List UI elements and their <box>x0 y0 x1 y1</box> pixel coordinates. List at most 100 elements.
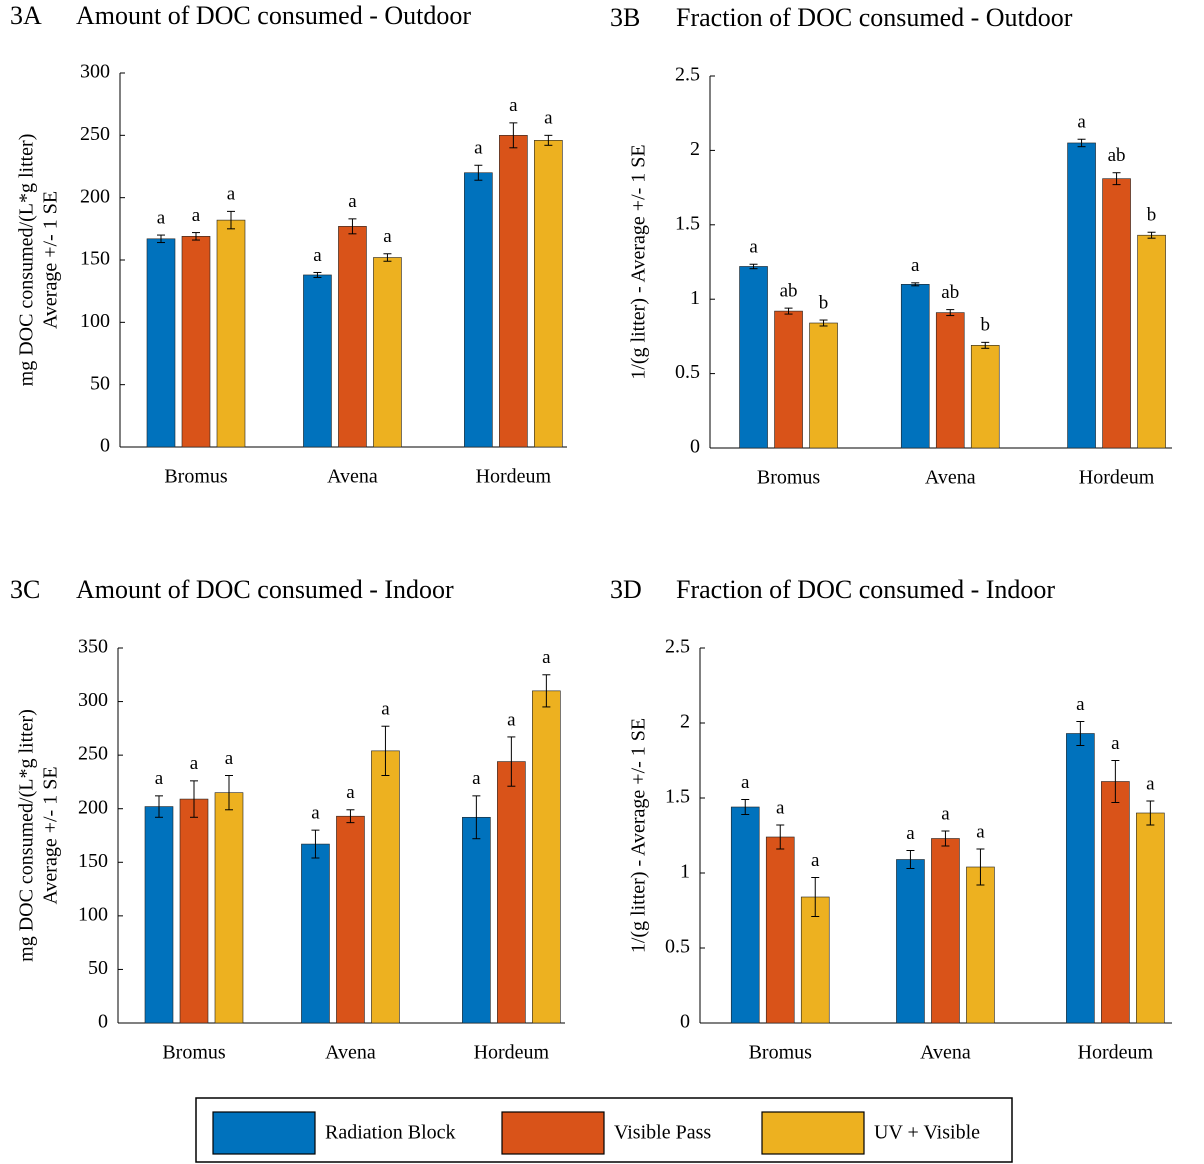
bar <box>373 257 402 448</box>
error-bar <box>1146 800 1155 826</box>
panel-label: 3D <box>610 575 642 604</box>
y-tick-label: 1.5 <box>665 786 690 808</box>
chart-title: Fraction of DOC consumed - Outdoor <box>676 3 1073 32</box>
bar <box>809 322 838 449</box>
error-bar <box>911 282 920 287</box>
error-bar <box>224 775 233 811</box>
bar <box>181 236 211 448</box>
error-bar <box>1076 721 1085 746</box>
y-tick-label: 2 <box>690 138 700 160</box>
error-bar <box>784 307 793 315</box>
bar <box>739 266 768 449</box>
y-tick-label: 200 <box>80 185 110 207</box>
significance-letter: a <box>311 803 320 824</box>
y-tick-label: 300 <box>78 689 108 711</box>
error-bar <box>819 319 828 327</box>
y-axis-label: 1/(g litter) - Average +/- 1 SE <box>628 718 650 953</box>
y-tick-label: 250 <box>80 123 110 145</box>
significance-letter: a <box>542 647 551 668</box>
error-bar <box>346 809 355 824</box>
error-bar <box>941 830 950 847</box>
error-bar <box>507 736 516 787</box>
y-tick-label: 300 <box>80 61 110 83</box>
significance-letter: a <box>346 782 355 803</box>
error-bar <box>749 263 758 270</box>
bar <box>774 310 803 449</box>
legend-label: Visible Pass <box>614 1122 711 1144</box>
x-tick-label: Avena <box>325 1042 376 1064</box>
y-tick-label: 250 <box>78 743 108 765</box>
y-tick-label: 1 <box>680 861 690 883</box>
y-tick-label: 100 <box>78 903 108 925</box>
x-tick-label: Bromus <box>164 466 228 488</box>
significance-letter: a <box>507 709 516 730</box>
significance-letter: a <box>976 821 985 842</box>
y-tick-label: 2.5 <box>675 64 700 86</box>
y-tick-label: 0.5 <box>665 936 690 958</box>
significance-letter: ab <box>941 282 959 303</box>
error-bar <box>1147 231 1156 239</box>
significance-letter: a <box>811 850 820 871</box>
significance-letter: a <box>190 753 199 774</box>
x-tick-label: Avena <box>925 467 976 489</box>
y-axis-label: 1/(g litter) - Average +/- 1 SE <box>628 144 650 379</box>
bar <box>144 806 174 1024</box>
bar <box>532 690 561 1024</box>
significance-letter: a <box>227 184 236 205</box>
chart-title: Amount of DOC consumed - Indoor <box>76 575 454 604</box>
legend-box <box>195 1097 1013 1163</box>
significance-letter: a <box>741 772 750 793</box>
significance-letter: a <box>157 207 166 228</box>
bar <box>730 806 760 1024</box>
bar <box>800 896 830 1024</box>
y-tick-label: 50 <box>90 372 110 394</box>
bar <box>214 792 244 1024</box>
y-tick-label: 2.5 <box>665 636 690 658</box>
error-bar <box>156 234 165 244</box>
bar <box>900 284 930 449</box>
error-bar <box>981 341 990 349</box>
error-bar <box>154 795 163 818</box>
significance-letter: a <box>381 699 390 720</box>
significance-letter: a <box>472 768 481 789</box>
significance-letter: a <box>1076 694 1085 715</box>
bar <box>179 798 209 1024</box>
x-tick-label: Hordeum <box>476 466 552 488</box>
significance-letter: a <box>1077 112 1086 133</box>
y-tick-label: 50 <box>88 957 108 979</box>
x-tick-label: Hordeum <box>1078 1042 1154 1064</box>
error-bar <box>776 824 785 850</box>
y-tick-label: 150 <box>80 248 110 270</box>
y-tick-label: 0.5 <box>675 361 700 383</box>
error-bar <box>946 309 955 317</box>
legend-swatch <box>761 1111 865 1155</box>
significance-letter: a <box>383 226 392 247</box>
error-bar <box>544 134 553 146</box>
error-bar <box>906 850 915 869</box>
y-tick-label: 200 <box>78 796 108 818</box>
panel-label: 3B <box>610 3 640 32</box>
significance-letter: b <box>1147 205 1157 226</box>
y-tick-label: 0 <box>680 1011 690 1033</box>
significance-letter: b <box>819 292 829 313</box>
x-tick-label: Avena <box>327 466 378 488</box>
bar <box>931 838 960 1024</box>
y-tick-label: 1 <box>690 287 700 309</box>
legend-swatch <box>212 1111 316 1155</box>
x-tick-label: Bromus <box>757 467 821 489</box>
significance-letter: b <box>980 315 990 336</box>
x-tick-label: Hordeum <box>474 1042 550 1064</box>
chart-title: Fraction of DOC consumed - Indoor <box>676 575 1055 604</box>
bar <box>462 816 491 1024</box>
panel-label: 3C <box>10 575 40 604</box>
error-bar <box>741 799 750 815</box>
x-tick-label: Avena <box>920 1042 971 1064</box>
x-tick-label: Bromus <box>749 1042 813 1064</box>
y-tick-label: 0 <box>690 436 700 458</box>
bar <box>303 274 332 448</box>
bar <box>499 135 528 448</box>
y-axis-label: mg DOC consumed/(L*g litter) <box>16 134 38 387</box>
significance-letter: a <box>776 797 785 818</box>
